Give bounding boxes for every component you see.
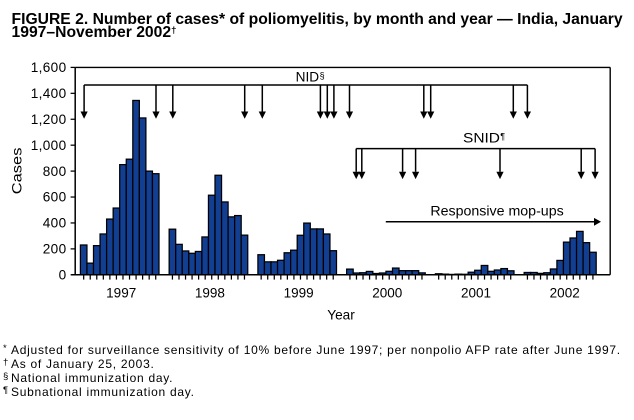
svg-text:2000: 2000	[372, 286, 402, 301]
svg-text:Year: Year	[327, 307, 355, 322]
svg-text:Cases: Cases	[8, 148, 24, 195]
svg-text:¶: ¶	[500, 132, 505, 142]
svg-text:SNID: SNID	[463, 130, 500, 146]
svg-text:2002: 2002	[550, 286, 580, 301]
svg-text:400: 400	[43, 216, 67, 231]
svg-text:200: 200	[43, 242, 67, 257]
svg-text:NID: NID	[296, 69, 320, 85]
svg-text:1,400: 1,400	[31, 86, 67, 101]
svg-text:0: 0	[59, 268, 67, 283]
svg-text:1,200: 1,200	[31, 112, 67, 127]
svg-text:1999: 1999	[284, 286, 314, 301]
svg-text:Responsive mop-ups: Responsive mop-ups	[430, 203, 563, 219]
svg-text:1,600: 1,600	[31, 60, 67, 75]
svg-text:1,000: 1,000	[31, 138, 67, 153]
svg-text:600: 600	[43, 190, 67, 205]
svg-text:1997: 1997	[106, 286, 136, 301]
svg-text:2001: 2001	[461, 286, 491, 301]
svg-text:§: §	[320, 70, 325, 80]
svg-text:800: 800	[43, 164, 67, 179]
svg-text:1998: 1998	[195, 286, 225, 301]
